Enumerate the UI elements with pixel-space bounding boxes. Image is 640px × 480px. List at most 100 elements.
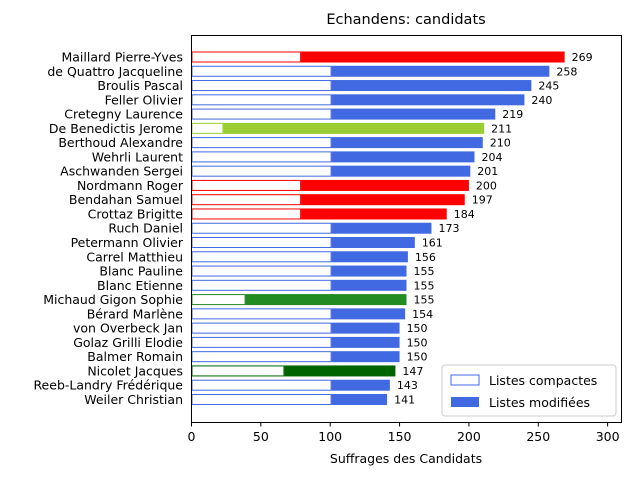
candidate-label: Bendahan Samuel xyxy=(69,192,183,207)
bar-modifiees xyxy=(284,365,396,377)
plot-frame xyxy=(191,35,622,423)
bar-compactes xyxy=(191,336,332,348)
bar-modifiees xyxy=(331,251,408,263)
x-axis-ticks: 0 50 100 150 200 250 300 xyxy=(188,422,620,444)
candidate-label: Cretegny Laurence xyxy=(64,107,183,122)
candidate-label: Nicolet Jacques xyxy=(87,363,183,378)
bar-compactes xyxy=(191,137,332,149)
value-label: 204 xyxy=(481,151,502,164)
value-label: 269 xyxy=(572,51,593,64)
candidate-label: Carrel Matthieu xyxy=(86,249,183,264)
value-label: 201 xyxy=(477,165,498,178)
legend: Listes compactes Listes modifiées xyxy=(441,364,617,417)
bar-modifiees xyxy=(223,122,485,134)
x-tick-label: 50 xyxy=(253,429,269,444)
value-label: 155 xyxy=(414,294,435,307)
value-label: 150 xyxy=(407,336,428,349)
value-label: 197 xyxy=(472,194,493,207)
bar-compactes xyxy=(191,393,332,405)
bar-modifiees xyxy=(301,51,565,63)
bar-compactes xyxy=(191,279,332,291)
value-label: 154 xyxy=(412,308,433,321)
candidate-label: Reeb-Landry Frédérique xyxy=(33,378,183,393)
value-label: 161 xyxy=(422,237,443,250)
bar-compactes xyxy=(191,108,332,120)
bar-compactes xyxy=(191,122,224,134)
value-label: 150 xyxy=(407,322,428,335)
value-label: 210 xyxy=(490,137,511,150)
bar-compactes xyxy=(191,208,302,220)
bar-modifiees xyxy=(331,393,388,405)
x-tick-label: 100 xyxy=(318,429,342,444)
bar-modifiees xyxy=(331,279,407,291)
bar-compactes xyxy=(191,94,332,106)
bar-modifiees xyxy=(331,265,407,277)
bar-modifiees xyxy=(331,108,496,120)
value-label: 200 xyxy=(476,179,497,192)
x-axis-title: Suffrages des Candidats xyxy=(330,451,482,466)
candidate-label: Ruch Daniel xyxy=(108,221,183,236)
bar-compactes xyxy=(191,222,332,234)
bar-modifiees xyxy=(331,322,400,334)
bar-compactes xyxy=(191,179,302,191)
candidate-label: Nordmann Roger xyxy=(77,178,184,193)
value-label: 211 xyxy=(491,122,512,135)
candidate-label: Berthoud Alexandre xyxy=(58,135,183,150)
candidate-label: De Benedictis Jerome xyxy=(49,121,183,136)
x-tick-label: 250 xyxy=(526,429,550,444)
candidate-label: Petermann Olivier xyxy=(71,235,184,250)
bar-compactes xyxy=(191,194,302,206)
bar-compactes xyxy=(191,294,246,306)
value-label: 143 xyxy=(397,379,418,392)
x-tick-label: 300 xyxy=(596,429,620,444)
candidate-label: Golaz Grilli Elodie xyxy=(73,335,183,350)
legend-swatch-modifiees xyxy=(451,397,479,407)
bar-compactes xyxy=(191,365,285,377)
bar-compactes xyxy=(191,379,332,391)
bar-compactes xyxy=(191,165,332,177)
candidate-label: Michaud Gigon Sophie xyxy=(43,292,183,307)
x-tick-label: 150 xyxy=(388,429,412,444)
bar-modifiees xyxy=(331,151,475,163)
candidate-label: Maillard Pierre-Yves xyxy=(61,50,183,65)
candidate-label: Weiler Christian xyxy=(84,392,183,407)
candidate-label: Bérard Marlène xyxy=(87,306,184,321)
x-tick-label: 200 xyxy=(457,429,481,444)
bar-compactes xyxy=(191,308,332,320)
value-label: 240 xyxy=(531,94,552,107)
bar-modifiees xyxy=(331,222,432,234)
value-label: 245 xyxy=(538,80,559,93)
bars-group xyxy=(191,51,565,405)
chart-title: Echandens: candidats xyxy=(326,12,485,28)
legend-frame xyxy=(441,364,617,417)
candidate-label: Blanc Etienne xyxy=(97,278,183,293)
value-label: 219 xyxy=(502,108,523,121)
bar-modifiees xyxy=(331,94,525,106)
value-label: 155 xyxy=(414,265,435,278)
bar-compactes xyxy=(191,51,302,63)
candidate-label: Broulis Pascal xyxy=(97,78,183,93)
bar-compactes xyxy=(191,322,332,334)
candidate-label: Blanc Pauline xyxy=(99,264,183,279)
bar-modifiees xyxy=(301,179,469,191)
value-label: 184 xyxy=(454,208,475,221)
candidate-label: von Overbeck Jan xyxy=(73,321,183,336)
x-tick-label: 0 xyxy=(188,429,196,444)
value-label: 173 xyxy=(438,222,459,235)
bar-modifiees xyxy=(245,294,407,306)
bar-modifiees xyxy=(331,336,400,348)
bar-modifiees xyxy=(331,237,415,249)
value-label: 156 xyxy=(415,251,436,264)
bar-compactes xyxy=(191,237,332,249)
bar-modifiees xyxy=(331,80,532,92)
legend-swatch-compactes xyxy=(450,374,480,386)
bar-modifiees xyxy=(331,165,471,177)
bar-modifiees xyxy=(301,208,447,220)
bar-compactes xyxy=(191,80,332,92)
candidate-label: Aschwanden Sergei xyxy=(60,164,183,179)
value-label: 141 xyxy=(394,393,415,406)
bar-modifiees xyxy=(331,351,400,363)
